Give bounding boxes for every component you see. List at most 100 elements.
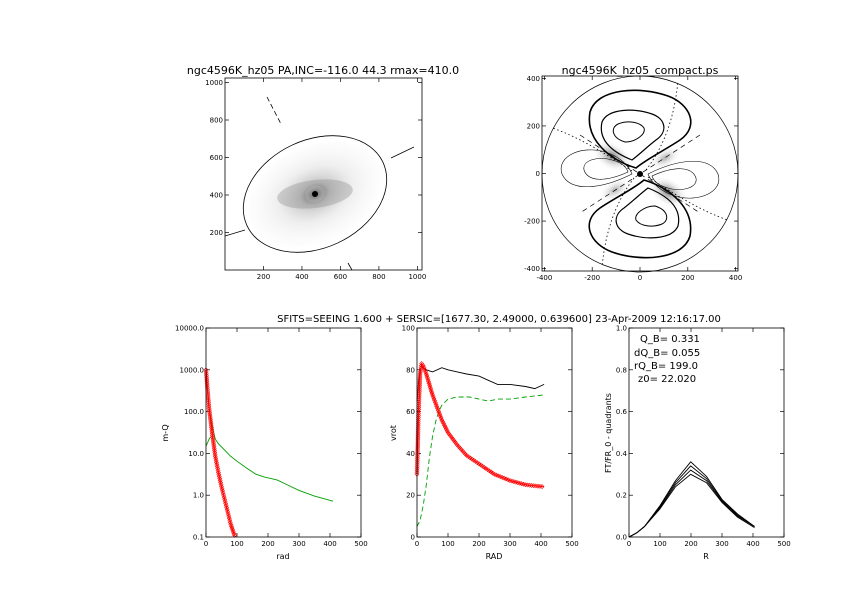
- series-marker: [539, 484, 545, 490]
- series-marker: [440, 419, 446, 425]
- y-tick-label: 100: [402, 325, 415, 333]
- y-tick-label: 100.0: [184, 408, 204, 416]
- vrot-frame: [416, 327, 573, 538]
- x-tick-label: 200: [257, 273, 270, 281]
- x-tick-label: 0: [638, 274, 642, 282]
- contour-top-outer: [588, 89, 692, 169]
- series-marker: [215, 468, 221, 473]
- compact-panel-title: ngc4596K_hz05_compact.ps: [562, 64, 719, 77]
- series-marker: [415, 439, 421, 445]
- qt-ylabel: FT/FR_0 - quadrants: [604, 393, 613, 473]
- series-marker: [423, 371, 429, 377]
- series-marker: [214, 463, 220, 469]
- x-tick-label: 800: [372, 273, 385, 281]
- series-marker: [417, 379, 423, 385]
- series-marker: [417, 375, 423, 381]
- y-tick-label: 0.6: [616, 408, 628, 416]
- series-marker: [205, 393, 211, 399]
- mass-frame: [205, 327, 362, 538]
- series-marker: [230, 527, 236, 533]
- series-marker: [415, 447, 421, 453]
- series-marker: [428, 388, 434, 394]
- x-tick-label: 0: [415, 540, 419, 548]
- series-marker: [431, 396, 437, 402]
- image-panel: ngc4596K_hz05 PA,INC=-116.0 44.3 rmax=41…: [187, 64, 459, 281]
- series-marker: [212, 452, 218, 457]
- series-marker: [434, 404, 440, 409]
- y-tick-label: 0.4: [616, 450, 628, 458]
- series-marker: [213, 457, 219, 463]
- series-total: [416, 364, 545, 402]
- series-marker: [215, 466, 221, 471]
- series-marker: [206, 401, 212, 407]
- series-disk: [205, 371, 334, 502]
- y-tick-label: 10.0: [188, 450, 204, 458]
- series-marker: [417, 381, 423, 387]
- x-tick-label: 0: [627, 540, 631, 548]
- series-marker: [421, 365, 427, 371]
- vrot-ticks: 0 100 200 300 400 500 0 20 40 60 80 100: [402, 325, 579, 549]
- series-marker: [225, 511, 231, 517]
- series-marker: [218, 480, 224, 486]
- image-ticks: 200 400 600 800 1000 200 400 600 800 1000: [205, 78, 426, 281]
- y-tick-label: 0.1: [193, 534, 204, 542]
- series-marker: [217, 476, 223, 481]
- series-q1: [628, 461, 755, 538]
- x-tick-label: 500: [565, 540, 578, 548]
- series-marker: [435, 405, 440, 411]
- axis-line-left: [225, 229, 246, 237]
- x-tick-label: 200: [472, 540, 485, 548]
- x-tick-label: 400: [729, 274, 742, 282]
- series-marker: [417, 387, 422, 393]
- contour-bottom-core: [635, 205, 668, 227]
- y-tick-label: 20: [406, 492, 415, 500]
- image-frame: [224, 77, 423, 271]
- series-marker: [214, 459, 219, 465]
- qt-annotation-z0: z0= 22.020: [638, 374, 696, 385]
- series-marker: [426, 379, 431, 385]
- x-tick-label: 200: [681, 274, 694, 282]
- series-marker: [223, 501, 229, 506]
- series-marker: [417, 385, 422, 391]
- series-marker: [415, 445, 421, 451]
- contour-bottom-inner: [615, 187, 680, 239]
- contour-left-inner: [583, 158, 629, 180]
- series-marker: [438, 415, 444, 421]
- series-marker: [415, 435, 421, 441]
- qt-frame: [628, 327, 785, 538]
- series-marker: [426, 381, 432, 386]
- suptitle: SFITS=SEEING 1.600 + SERSIC=[1677.30, 2.…: [277, 314, 721, 325]
- fit-ellipse: [242, 135, 388, 253]
- series-marker: [416, 399, 422, 405]
- series-marker: [205, 397, 211, 403]
- series-marker: [437, 413, 443, 419]
- series-marker: [215, 470, 221, 475]
- series-marker: [219, 484, 224, 490]
- series-marker: [221, 492, 226, 498]
- qt-annotation-dqb: dQ_B= 0.055: [634, 348, 700, 359]
- axis-line-right: [390, 146, 415, 159]
- y-tick-label: 40: [406, 450, 415, 458]
- x-tick-label: 600: [334, 273, 347, 281]
- y-tick-label: 10000.0: [175, 325, 204, 333]
- series-marker: [213, 455, 219, 461]
- x-tick-label: 300: [715, 540, 728, 548]
- series-marker: [425, 377, 431, 383]
- qt-annotation-qb: Q_B= 0.331: [640, 334, 700, 345]
- series-marker: [219, 486, 225, 492]
- series-marker: [417, 371, 423, 377]
- series-marker: [436, 409, 442, 415]
- series-q4: [628, 473, 755, 538]
- series-marker: [442, 424, 448, 430]
- series-marker: [224, 507, 230, 513]
- x-tick-label: 500: [354, 540, 367, 548]
- mass-ticks: 0 100 200 300 400 500 0.1 1.0 10.0 100.0 1000.0 100…: [175, 325, 368, 549]
- dashed-guide-2: [579, 134, 701, 214]
- series-marker: [417, 377, 423, 383]
- x-tick-label: 100: [230, 540, 243, 548]
- y-tick-label: 400: [210, 192, 223, 200]
- series-marker: [416, 403, 422, 409]
- vrot-xlabel: RAD: [486, 552, 503, 561]
- y-tick-label: 0: [536, 170, 540, 178]
